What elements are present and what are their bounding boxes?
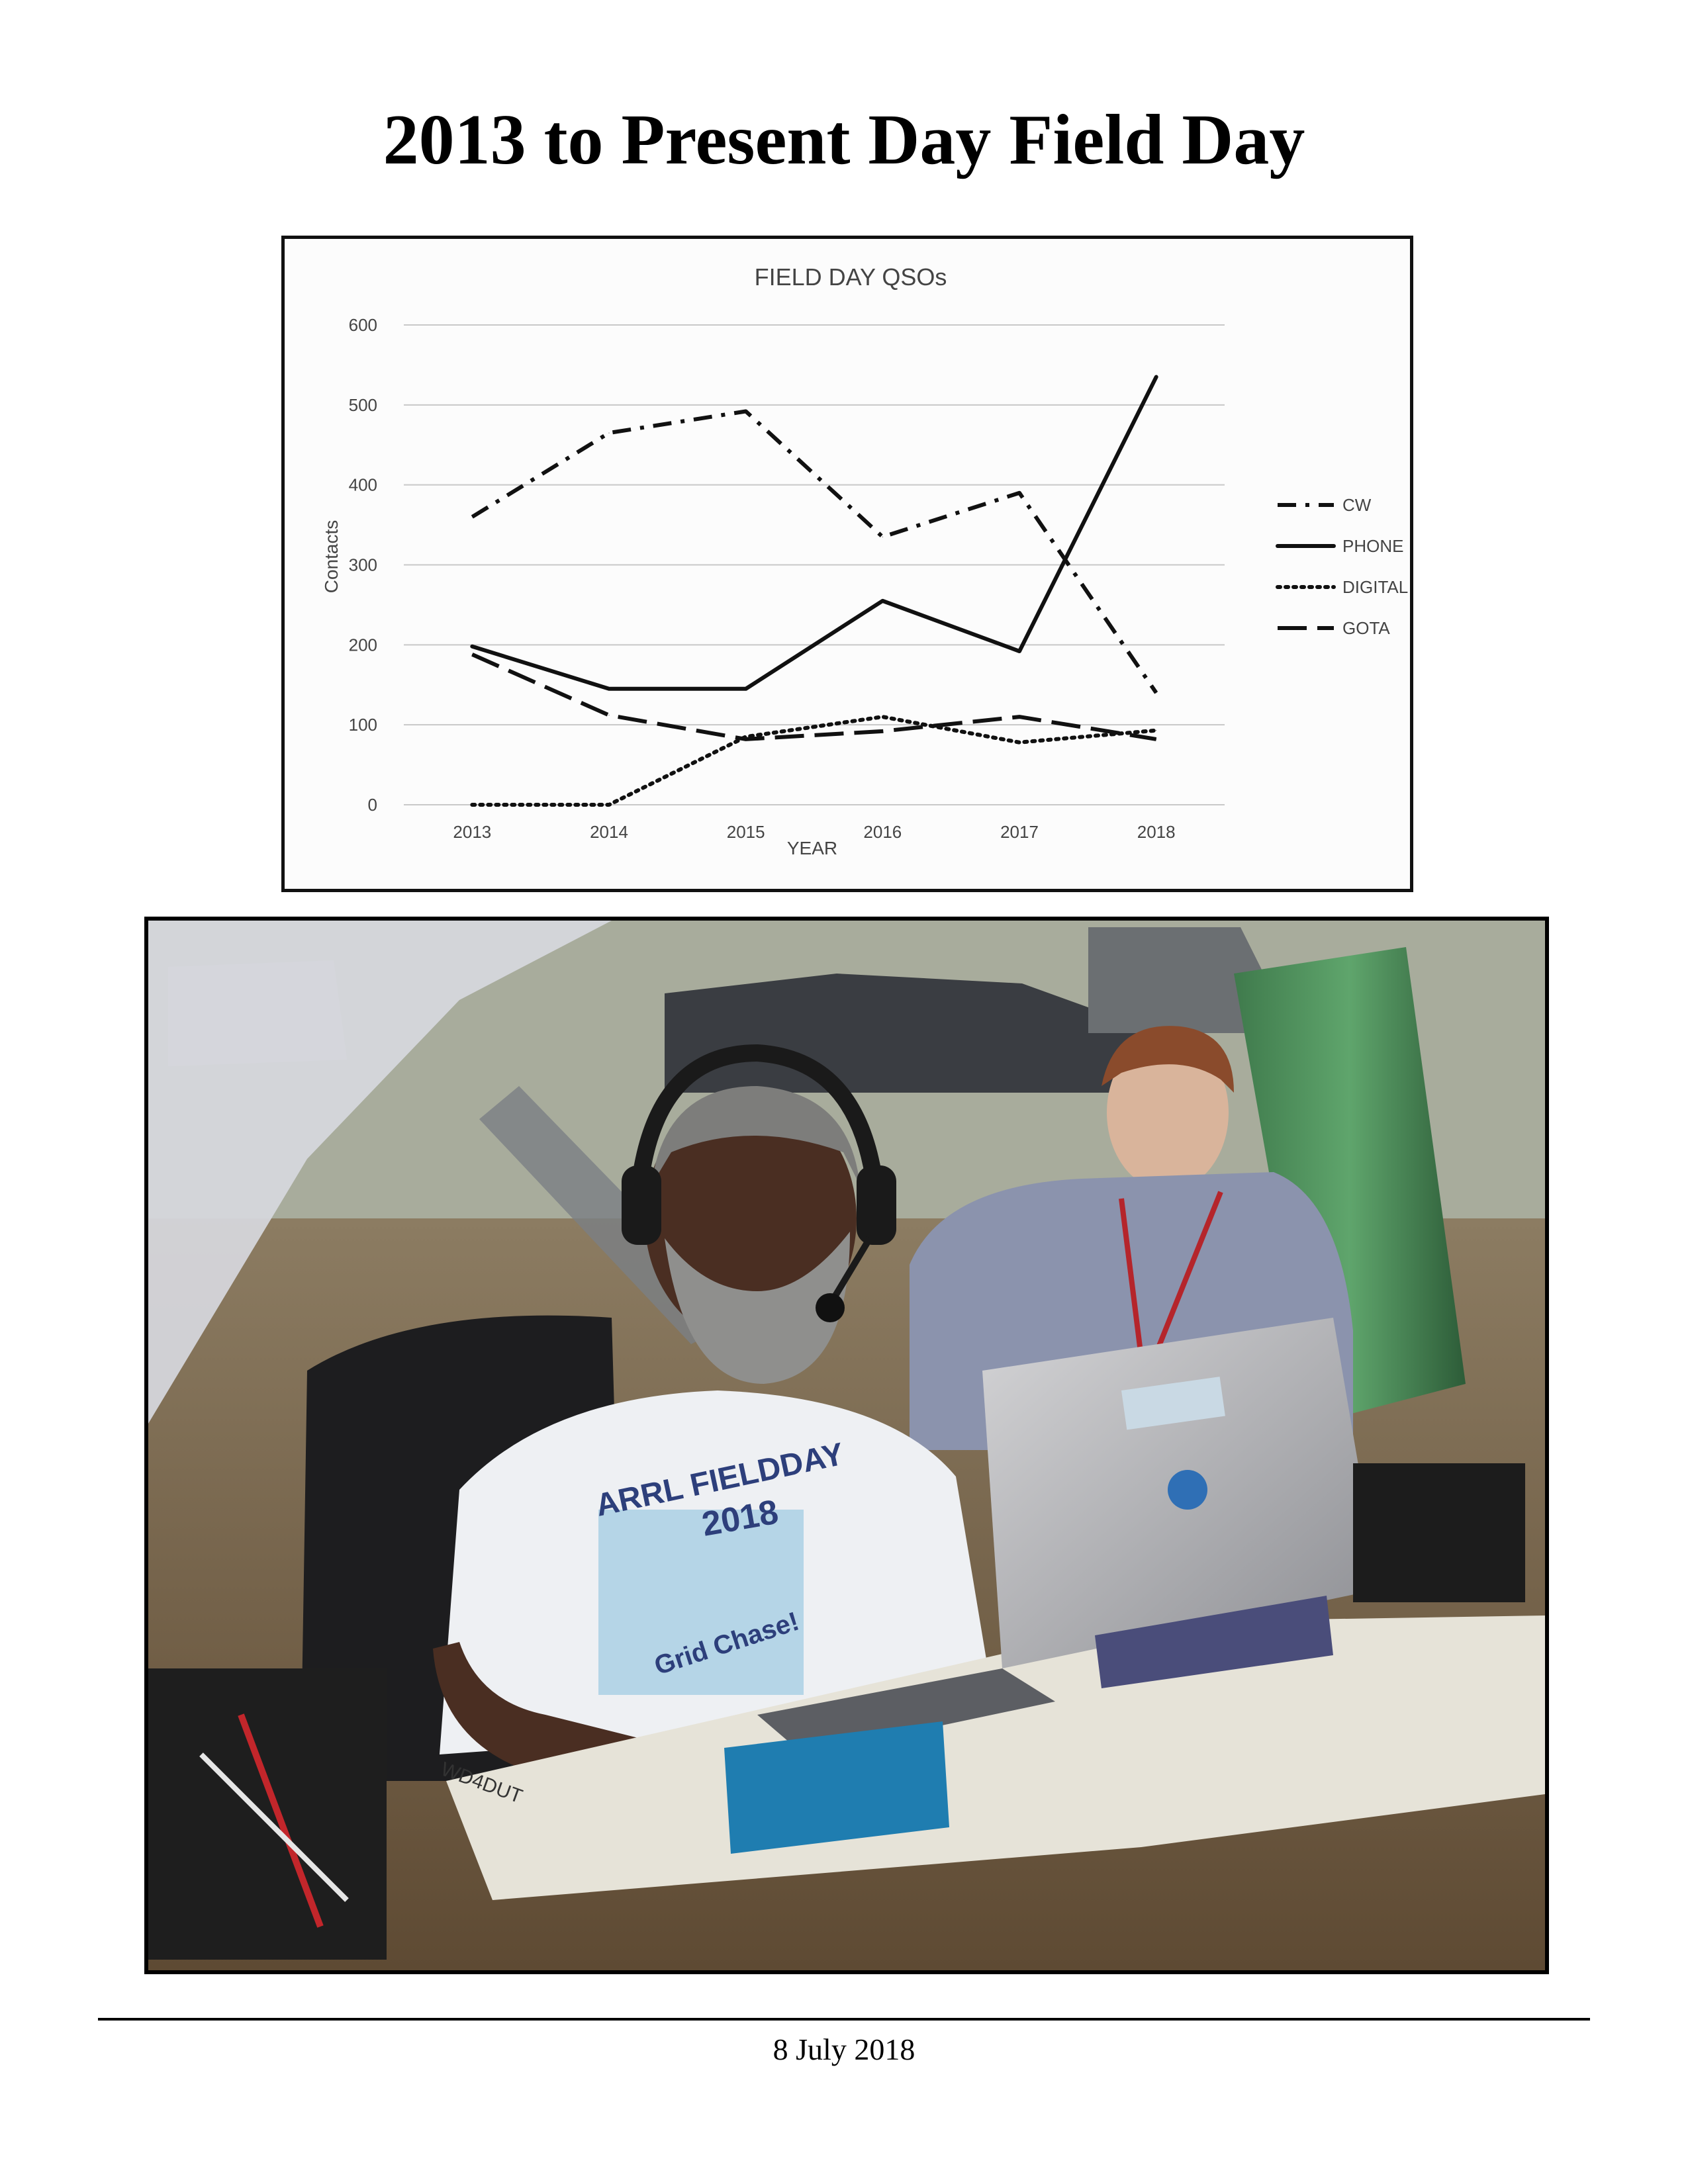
data-point-cw xyxy=(471,516,473,518)
y-tick-label: 400 xyxy=(349,475,377,495)
laptop-base xyxy=(757,1668,1055,1754)
data-point-cw xyxy=(1019,492,1020,494)
x-tick-label: 2016 xyxy=(863,822,902,842)
blue-speaker xyxy=(724,1721,949,1854)
operator-arm xyxy=(433,1642,651,1781)
tent-fabric xyxy=(148,921,612,1424)
data-point-cw xyxy=(745,411,747,412)
radio-equipment-left xyxy=(148,1668,387,1960)
series-line-cw xyxy=(471,409,1158,694)
background-man-hair xyxy=(1102,1026,1234,1093)
x-tick-label: 2013 xyxy=(453,822,491,842)
data-point-phone xyxy=(745,688,747,690)
series-line-digital xyxy=(470,715,1158,807)
series-line-gota xyxy=(471,653,1157,741)
lanyard xyxy=(1119,1198,1144,1358)
x-tick-label: 2017 xyxy=(1000,822,1039,842)
chart-gridlines xyxy=(404,324,1225,805)
legend-label-digital: DIGITAL xyxy=(1342,577,1408,597)
data-point-gota xyxy=(471,654,473,655)
legend-label-cw: CW xyxy=(1342,495,1372,515)
field-day-photo: ARRL FIELDDAY 2018 Grid Chase! WD4DUT xyxy=(144,917,1549,1974)
y-tick-label: 100 xyxy=(349,715,377,735)
headset-mic xyxy=(827,1236,873,1306)
y-tick-label: 0 xyxy=(368,795,377,815)
series-line-phone xyxy=(470,375,1158,691)
chart-x-ticks: 2013 2014 2015 2016 2017 2018 xyxy=(453,822,1175,842)
data-point-phone xyxy=(471,646,473,647)
data-point-phone xyxy=(608,688,610,690)
parked-truck xyxy=(1088,927,1274,1033)
data-point-phone xyxy=(1019,651,1020,652)
y-tick-label: 600 xyxy=(349,315,377,335)
chart-y-ticks: 0 100 200 300 400 500 600 xyxy=(349,315,377,815)
operator-beard xyxy=(665,1232,850,1384)
headset-right-cup xyxy=(857,1165,896,1245)
chart-series xyxy=(470,375,1158,807)
chart-legend: CW PHONE DIGITAL GOTA xyxy=(1276,495,1408,638)
data-point-digital xyxy=(1019,742,1020,743)
radio-equipment-right xyxy=(1353,1463,1525,1602)
headset-left-cup xyxy=(622,1165,661,1245)
photo-illustration: ARRL FIELDDAY 2018 Grid Chase! WD4DUT xyxy=(148,921,1545,1970)
legend-label-phone: PHONE xyxy=(1342,536,1403,556)
data-point-phone xyxy=(882,600,883,602)
background-man-head xyxy=(1107,1034,1229,1191)
network-router xyxy=(1095,1596,1333,1688)
chart-xlabel: YEAR xyxy=(787,838,837,858)
laptop-logo xyxy=(1168,1470,1207,1510)
shirt-print-area xyxy=(598,1510,804,1695)
green-barrel xyxy=(1234,947,1466,1424)
footer-date: 8 July 2018 xyxy=(773,2032,915,2066)
field-day-qso-chart: FIELD DAY QSOs Contacts YEAR 0 100 200 300 4… xyxy=(281,236,1413,892)
y-tick-label: 300 xyxy=(349,555,377,575)
operator-hair xyxy=(651,1086,860,1185)
operator-shirt xyxy=(440,1390,996,1754)
chart-ylabel: Contacts xyxy=(321,520,342,594)
folding-table xyxy=(446,1615,1545,1900)
laptop-sticker xyxy=(1121,1377,1225,1430)
x-tick-label: 2018 xyxy=(1137,822,1176,842)
footer-rule xyxy=(98,2018,1590,2021)
y-tick-label: 200 xyxy=(349,635,377,655)
chart-svg: FIELD DAY QSOs Contacts YEAR 0 100 200 300 4… xyxy=(321,263,1408,858)
legend-label-gota: GOTA xyxy=(1342,618,1390,638)
x-tick-label: 2015 xyxy=(727,822,765,842)
x-tick-label: 2014 xyxy=(590,822,628,842)
y-tick-label: 500 xyxy=(349,395,377,415)
headset-band xyxy=(630,1044,885,1200)
chart-title: FIELD DAY QSOs xyxy=(755,263,947,291)
page-title: 2013 to Present Day Field Day xyxy=(383,101,1305,179)
